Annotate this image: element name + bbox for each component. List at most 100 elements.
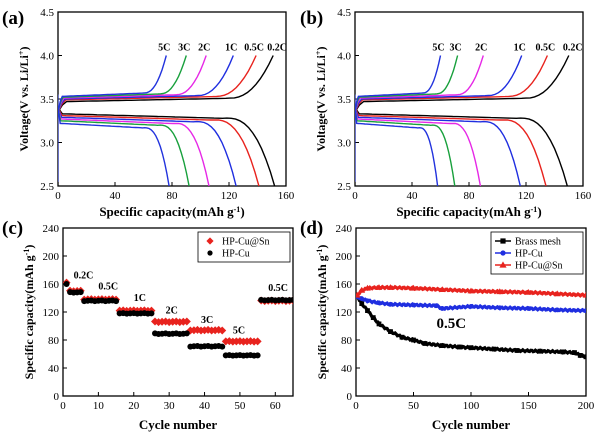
- discharge-curve-1C: [58, 107, 237, 186]
- charge-curve-0.5C: [355, 55, 549, 113]
- charge-curve-5C: [58, 55, 167, 113]
- data-point: [434, 303, 439, 309]
- rate-annotation: 0.5C: [437, 316, 467, 332]
- data-point: [439, 343, 445, 348]
- panel-label: (b): [300, 8, 323, 29]
- data-point: [376, 300, 382, 306]
- data-point: [457, 344, 462, 350]
- x-tick-label: 50: [408, 400, 420, 412]
- x-tick-label: 160: [278, 190, 295, 202]
- y-tick-label: 3.5: [337, 94, 351, 106]
- panel-label: (a): [2, 8, 24, 29]
- data-point: [468, 345, 474, 351]
- data-point: [254, 352, 261, 359]
- y-tick-label: 2.5: [40, 181, 54, 193]
- y-tick-label: 240: [336, 223, 353, 235]
- data-point: [496, 288, 504, 295]
- x-tick-label: 50: [234, 400, 246, 412]
- charge-curve-0.2C: [355, 55, 570, 113]
- discharge-curve-1C: [355, 107, 521, 186]
- plot-area: [63, 278, 293, 359]
- data-point: [207, 250, 213, 256]
- data-point: [218, 326, 227, 335]
- legend-entry: HP-Cu@Sn: [515, 261, 563, 272]
- y-axis-label: Voltage(V vs. Li/Li+): [17, 47, 32, 152]
- rate-label: 5C: [233, 326, 245, 337]
- charge-curve-5C: [355, 55, 442, 113]
- data-point: [583, 354, 586, 360]
- y-tick-label: 200: [336, 251, 353, 263]
- x-tick-label: 80: [167, 190, 179, 202]
- legend-entry: HP-Cu@Sn: [222, 237, 270, 248]
- data-point: [410, 284, 417, 291]
- data-point: [387, 284, 394, 290]
- data-point: [182, 317, 191, 326]
- data-point: [359, 301, 365, 306]
- data-point: [358, 286, 366, 293]
- x-tick-label: 40: [110, 190, 122, 202]
- legend-entry: Brass mesh: [515, 237, 561, 248]
- chart-panel-a: (a) 0 40 80 120 160 2.5 3.0 3.5 4.0 4.5 Specific ca…: [2, 7, 295, 219]
- rate-label: 0.5C: [244, 42, 264, 53]
- y-tick-label: 0: [54, 391, 60, 403]
- rate-label: 0.5C: [98, 282, 118, 293]
- x-tick-label: 10: [93, 400, 105, 412]
- x-tick-label: 100: [463, 400, 480, 412]
- data-point: [525, 289, 532, 295]
- y-axis-label: Voltage(V vs. Li/Li+): [314, 47, 329, 152]
- data-point: [411, 337, 416, 343]
- data-point: [422, 341, 428, 346]
- data-point: [537, 348, 543, 354]
- x-tick-label: 30: [164, 400, 176, 412]
- rate-label: 5C: [432, 42, 444, 53]
- rate-label: 0.2C: [563, 42, 583, 53]
- chart-panel-b: (b) 0 40 80 120 160 2.5 3.0 3.5 4.0 4.5 Specific ca…: [300, 7, 592, 219]
- data-point: [113, 298, 120, 305]
- rate-label: 5C: [158, 42, 170, 53]
- x-tick-label: 120: [518, 190, 535, 202]
- x-tick-label: 40: [407, 190, 419, 202]
- y-tick-label: 3.0: [40, 138, 54, 150]
- rate-label: 2C: [198, 42, 210, 53]
- discharge-curve-0.5C: [58, 107, 260, 186]
- rate-label: 0.2C: [267, 42, 287, 53]
- x-tick-label: 200: [578, 400, 595, 412]
- data-point: [148, 310, 155, 317]
- discharge-curve-5C: [58, 107, 170, 186]
- x-axis-label: Cycle number: [139, 417, 218, 432]
- discharge-curve-0.5C: [355, 107, 547, 186]
- rate-label: 0.5C: [536, 42, 556, 53]
- data-point: [364, 284, 371, 291]
- y-axis-label: Specific capacity(mAh g-1): [22, 245, 37, 380]
- plot-area: [355, 55, 570, 186]
- y-axis-label: Specific capacity(mAh g-1): [315, 245, 330, 380]
- data-point: [439, 306, 445, 311]
- charge-curve-0.5C: [58, 55, 257, 113]
- rate-label: 3C: [201, 315, 213, 326]
- x-axis-label: Specific capacity(mAh g-1): [99, 204, 244, 219]
- data-point: [399, 334, 405, 340]
- x-tick-label: 80: [464, 190, 476, 202]
- data-point: [572, 350, 577, 355]
- chart-panel-d: (d) 0 50 100 150 200 0 40 80 120 160 200 240 Cycle nu…: [300, 218, 595, 432]
- y-tick-label: 4.5: [337, 7, 351, 19]
- data-point: [183, 330, 190, 337]
- data-point: [497, 305, 503, 311]
- discharge-curve-0.2C: [58, 107, 276, 186]
- y-tick-label: 80: [341, 335, 353, 347]
- data-point: [500, 250, 506, 256]
- rate-label: 1C: [514, 42, 526, 53]
- x-tick-label: 0: [352, 190, 358, 202]
- data-point: [553, 290, 561, 297]
- rate-label: 3C: [449, 42, 461, 53]
- panel-label: (d): [300, 218, 323, 239]
- data-point: [500, 238, 506, 244]
- y-tick-label: 4.0: [337, 51, 351, 63]
- rate-label: 3C: [178, 42, 190, 53]
- discharge-curve-2C: [355, 107, 482, 186]
- plot-area: [58, 55, 276, 186]
- data-point: [526, 306, 531, 311]
- data-point: [468, 304, 474, 309]
